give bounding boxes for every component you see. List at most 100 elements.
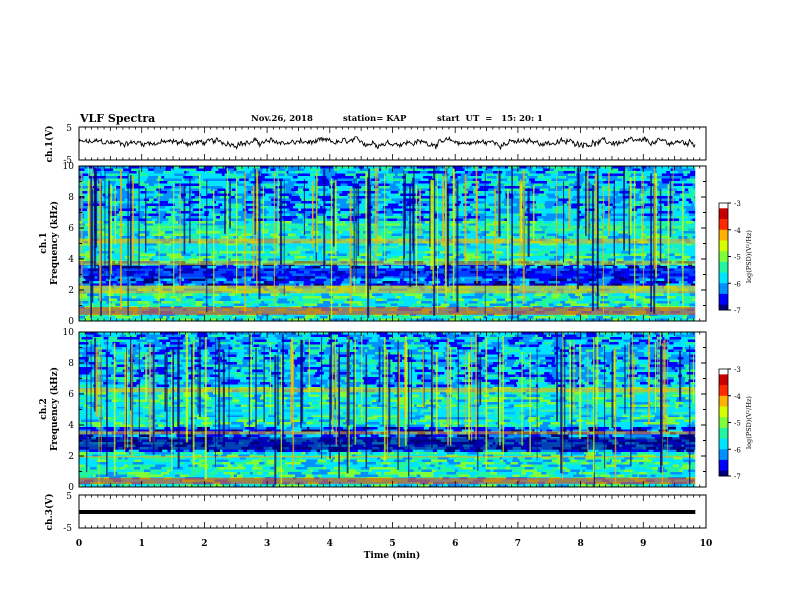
spectrogram-cell	[225, 188, 232, 192]
spectrogram-cell	[226, 211, 238, 214]
spectrogram-cell	[435, 166, 447, 169]
spectrogram-cell	[315, 208, 327, 212]
spectrogram-cell	[193, 221, 201, 224]
spectrogram-cell	[518, 178, 521, 182]
spectrogram-cell	[152, 218, 158, 222]
spectrogram-cell	[554, 201, 563, 204]
spectrogram-cell	[79, 191, 82, 194]
spectrogram-cell	[124, 243, 135, 247]
spectrogram-cell	[227, 171, 231, 174]
spectrogram-cell	[162, 256, 170, 259]
spectrogram-cell	[231, 191, 237, 194]
spectrogram-cell	[658, 253, 665, 257]
spectrogram-cell	[270, 216, 276, 219]
spectrogram-cell	[544, 176, 548, 179]
spectrogram-cell	[579, 178, 584, 182]
spectrogram-cell	[208, 213, 214, 217]
spectrogram-cell	[541, 296, 546, 299]
spectrogram-cell	[405, 183, 415, 187]
spectrogram-cell	[196, 168, 206, 172]
spectrogram-cell	[559, 208, 562, 212]
spectrogram-cell	[555, 236, 567, 239]
spectrogram-cell	[236, 176, 246, 179]
spectrogram-cell	[639, 236, 646, 239]
spectrogram-cell	[143, 188, 147, 192]
spectrogram-cell	[630, 171, 638, 174]
spectrogram-cell	[488, 168, 493, 172]
spectrogram-cell	[570, 243, 578, 247]
spectrogram-cell	[537, 166, 544, 169]
spectrogram-cell	[689, 213, 696, 217]
spectrogram-cell	[289, 193, 292, 197]
spectrogram-cell	[692, 251, 696, 254]
spectrogram-cell	[238, 211, 248, 214]
spectrogram-cell	[672, 211, 680, 214]
spectrogram-cell	[233, 303, 245, 307]
spectrogram-cell	[200, 221, 203, 224]
spectrogram-cell	[247, 278, 251, 282]
spectrogram-cell	[524, 211, 536, 214]
spectrogram-cell	[128, 171, 137, 174]
spectrogram-cell	[169, 198, 172, 202]
spectrogram-cell	[587, 266, 595, 269]
spectrogram-cell	[645, 233, 655, 237]
spectrogram-cell	[634, 166, 642, 169]
spectrogram-cell	[275, 303, 279, 307]
spectrogram-cell	[247, 196, 255, 199]
spectrogram-cell	[482, 296, 485, 299]
spectrogram-cell	[101, 201, 106, 204]
spectrogram-cell	[666, 171, 670, 174]
spectrogram-cell	[323, 196, 332, 199]
spectrogram-cell	[270, 183, 276, 187]
spectrogram-cell	[293, 206, 305, 209]
spectrogram-cell	[683, 278, 695, 282]
spectrogram-cell	[657, 283, 666, 287]
spectrogram-cell	[299, 278, 311, 282]
spectrogram-cell	[245, 193, 255, 197]
spectrogram-cell	[479, 203, 483, 207]
spectrogram-cell	[549, 301, 553, 304]
spectrogram-cell	[375, 301, 388, 304]
spectrogram-cell	[632, 231, 640, 234]
spectrogram-cell	[542, 211, 554, 214]
spectrogram-cell	[689, 173, 696, 177]
spectrogram-cell	[168, 258, 181, 262]
spectrogram-cell	[289, 208, 299, 212]
spectrogram-cell	[564, 281, 570, 284]
spectrogram-cell	[181, 298, 187, 302]
spectrogram-cell	[328, 303, 339, 307]
spectrogram-cell	[178, 256, 184, 259]
spectrogram-cell	[654, 301, 657, 304]
spectrogram-cell	[298, 211, 305, 214]
spectrogram-cell	[586, 233, 594, 237]
spectrogram-cell	[563, 206, 572, 209]
spectrogram-cell	[401, 258, 412, 262]
spectrogram-cell	[371, 253, 377, 257]
spectrogram-cell	[264, 201, 272, 204]
spectrogram-cell	[501, 211, 510, 214]
spectrogram-cell	[287, 211, 299, 214]
spectrogram-cell	[690, 266, 695, 269]
spectrogram-cell	[468, 301, 478, 304]
spectrogram-cell	[505, 173, 517, 177]
spectrogram-cell	[378, 203, 384, 207]
spectrogram-cell	[203, 166, 213, 169]
spectrogram-cell	[548, 281, 552, 284]
spectrogram-cell	[390, 303, 398, 307]
spectrogram-cell	[559, 296, 570, 299]
spectrogram-cell	[418, 201, 425, 204]
spectrogram-cell	[306, 236, 313, 239]
spectrogram-cell	[525, 281, 530, 284]
spectrogram-cell	[298, 233, 305, 237]
spectrogram-cell	[203, 301, 215, 304]
spectrogram-cell	[126, 293, 136, 297]
spectrogram-cell	[216, 201, 228, 204]
spectrogram-cell	[189, 171, 200, 174]
spectrogram-cell	[333, 166, 344, 169]
ch1-ytick-bottom: -5	[63, 156, 72, 166]
spectrogram-cell	[129, 298, 142, 302]
spectrogram-cell	[124, 213, 131, 217]
spectrogram-cell	[529, 258, 541, 262]
spectrogram-cell	[331, 196, 344, 199]
spectrogram-cell	[462, 178, 473, 182]
